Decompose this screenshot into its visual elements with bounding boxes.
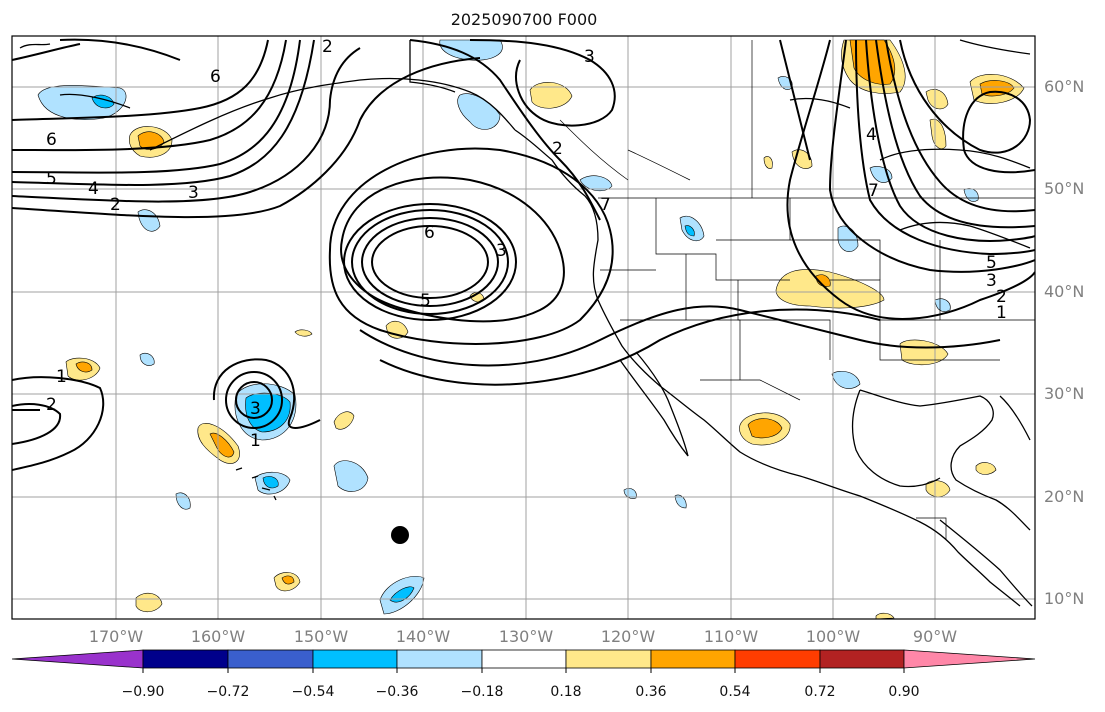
colorbar-tick-label: 0.54 (719, 684, 751, 700)
map-area (12, 36, 1035, 619)
lon-label: 120°W (600, 627, 656, 646)
contour-value-labels: 6 5 4 3 2 2 3 2 6 5 3 7 1 2 3 1 6 5 2 3 … (46, 37, 1007, 451)
lat-label: 60°N (1044, 77, 1085, 96)
contour-label: 5 (986, 253, 997, 273)
colorbar-tick-label: 0.90 (888, 684, 920, 700)
lat-label: 20°N (1044, 487, 1085, 506)
colorbar-segment (481, 649, 567, 669)
colorbar-tick-label: 0.72 (804, 684, 836, 700)
contour-label: 6 (46, 130, 57, 150)
grid-lines (12, 36, 1035, 619)
colorbar-tick-label: 0.18 (550, 684, 582, 700)
contour-lines (12, 38, 1035, 471)
contour-label: 2 (996, 287, 1007, 307)
colorbar-segment (650, 649, 736, 669)
contour-label: 2 (552, 139, 563, 159)
colorbar (11, 649, 1036, 673)
contour-label: 2 (110, 195, 121, 215)
location-marker-dot (391, 526, 409, 544)
colorbar-segment (142, 649, 229, 669)
contour-label: 1 (56, 367, 67, 387)
coastlines (19, 39, 1033, 607)
contour-label: 6 (210, 67, 221, 87)
contour-label: 4 (866, 125, 877, 145)
colorbar-segment (312, 649, 398, 669)
colorbar-tick-label: −0.36 (375, 684, 419, 700)
contour-label: 3 (188, 183, 199, 203)
lon-label: 150°W (293, 627, 349, 646)
colorbar-tick-label: −0.18 (460, 684, 504, 700)
lon-label: 170°W (88, 627, 144, 646)
lon-label: 100°W (805, 627, 861, 646)
contour-label: 5 (46, 169, 57, 189)
contour-label: 2 (46, 395, 57, 415)
contour-label: 7 (868, 181, 879, 201)
contour-label: 4 (88, 179, 99, 199)
colorbar-tick-label: 0.36 (635, 684, 667, 700)
colorbar-tick-label: −0.54 (291, 684, 335, 700)
map-border (11, 35, 1036, 620)
contour-label: 7 (600, 195, 611, 215)
colorbar-tick-label: −0.90 (121, 684, 165, 700)
colorbar-segment (396, 649, 483, 669)
lon-label: 160°W (190, 627, 246, 646)
colorbar-segment (734, 649, 821, 669)
contour-label: 2 (322, 37, 333, 57)
contour-label: 3 (584, 47, 595, 67)
lat-label: 30°N (1044, 384, 1085, 403)
lat-label: 10°N (1044, 589, 1085, 608)
colorbar-segment (11, 649, 144, 669)
lat-label: 50°N (1044, 179, 1085, 198)
lon-label: 90°W (912, 627, 958, 646)
colorbar-segment (565, 649, 652, 669)
lon-label: 130°W (498, 627, 554, 646)
colorbar-tick-label: −0.72 (206, 684, 250, 700)
lon-label: 110°W (703, 627, 759, 646)
contour-label: 3 (986, 271, 997, 291)
contour-label: 1 (996, 303, 1007, 323)
colorbar-segment (903, 649, 1036, 669)
contour-label: 3 (250, 399, 261, 419)
lon-label: 140°W (395, 627, 451, 646)
lat-label: 40°N (1044, 282, 1085, 301)
contour-label: 1 (250, 431, 261, 451)
colorbar-segment (819, 649, 905, 669)
contour-label: 6 (424, 223, 435, 243)
colorbar-segment (227, 649, 314, 669)
map-title: 2025090700 F000 (450, 10, 598, 29)
contour-label: 3 (496, 241, 507, 261)
contour-label: 5 (420, 291, 431, 311)
